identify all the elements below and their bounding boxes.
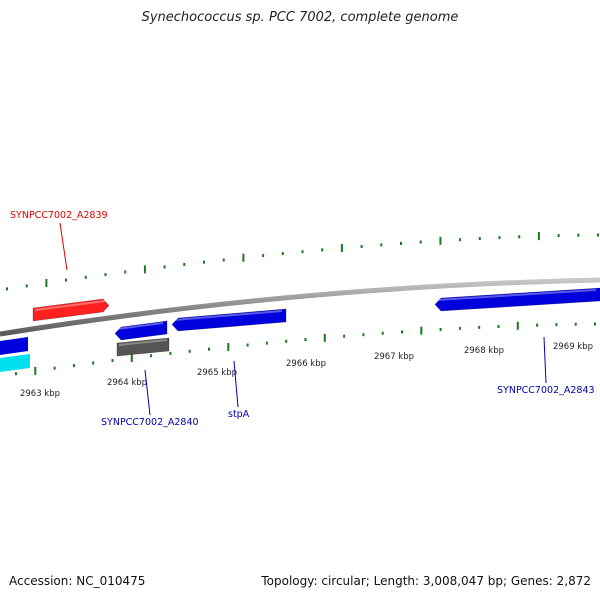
gene-label-a2839-leader (59, 222, 68, 271)
genome-summary: Topology: circular; Length: 3,008,047 bp… (261, 574, 591, 588)
ruler-tick-label: 2965 kbp (197, 368, 237, 378)
gene-feature-a2840[interactable] (114, 320, 168, 341)
gene-label-a2843[interactable]: SYNPCC7002_A2843 (497, 385, 595, 396)
accession-label: Accession: NC_010475 (9, 574, 146, 588)
gene-label-stpa-leader (233, 360, 239, 408)
gene-label-a2840-leader (144, 369, 151, 416)
inner-tick-ring (15, 321, 596, 376)
ruler-tick-label: 2966 kbp (286, 359, 326, 369)
ruler-tick-label: 2969 kbp (553, 342, 593, 352)
gene-feature-a2839[interactable] (32, 298, 110, 322)
gene-label-stpa[interactable]: stpA (228, 409, 250, 420)
ruler-tick-label: 2963 kbp (20, 389, 60, 399)
ruler-tick-label: 2967 kbp (374, 352, 414, 362)
gene-feature-unlabeled-blue[interactable] (0, 337, 28, 355)
ruler-tick-label: 2968 kbp (464, 346, 504, 356)
gene-feature-unlabeled-grey[interactable] (116, 337, 170, 357)
gene-feature-stpa[interactable] (171, 308, 287, 332)
gene-label-a2843-leader (543, 336, 547, 384)
genome-backbone (0, 277, 600, 337)
outer-tick-ring (6, 232, 599, 291)
map-title: Synechococcus sp. PCC 7002, complete gen… (141, 10, 459, 25)
gene-features (0, 287, 600, 372)
gene-label-a2840[interactable]: SYNPCC7002_A2840 (101, 417, 199, 428)
gene-label-a2839[interactable]: SYNPCC7002_A2839 (10, 210, 108, 221)
labels: 2963 kbp 2964 kbp 2965 kbp 2966 kbp 2967 kbp… (10, 210, 595, 428)
gene-feature-a2843[interactable] (434, 287, 600, 312)
gene-feature-unlabeled-cyan[interactable] (0, 354, 30, 372)
ruler-tick-label: 2964 kbp (107, 378, 147, 388)
